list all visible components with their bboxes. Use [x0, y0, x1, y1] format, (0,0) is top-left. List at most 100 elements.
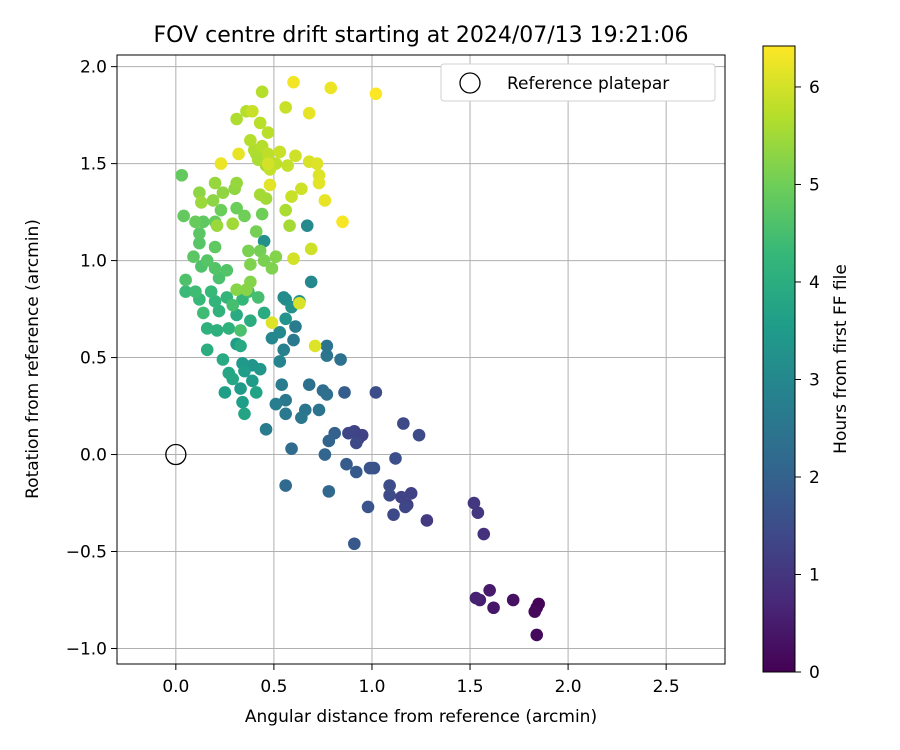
legend: Reference platepar — [440, 63, 716, 102]
data-point — [287, 75, 300, 89]
data-point — [528, 605, 542, 618]
y-tick-label: 0.0 — [80, 446, 107, 466]
data-point — [273, 326, 287, 339]
data-point — [234, 382, 247, 395]
data-point — [230, 176, 243, 190]
data-point — [320, 388, 334, 401]
data-point — [238, 407, 251, 421]
data-point — [255, 207, 269, 221]
data-point — [342, 426, 355, 440]
data-point — [304, 242, 318, 256]
data-point — [471, 506, 485, 520]
data-point — [261, 147, 275, 161]
data-point — [238, 364, 251, 378]
data-point — [395, 490, 408, 504]
data-point — [285, 190, 298, 203]
data-point — [189, 215, 202, 229]
data-point — [187, 250, 200, 264]
data-point — [349, 436, 363, 450]
data-point — [200, 322, 214, 335]
y-tick-label: −1.0 — [66, 639, 107, 659]
colorbar-tick-label: 1 — [809, 565, 820, 585]
data-point — [273, 355, 287, 368]
colorbar-ticks: 0 1 2 3 4 5 6 — [795, 78, 820, 683]
data-point — [383, 479, 396, 492]
data-point — [322, 434, 336, 448]
data-point — [487, 601, 500, 615]
data-point — [320, 349, 334, 362]
data-point — [322, 485, 336, 498]
data-point — [318, 448, 332, 461]
data-point — [269, 250, 283, 264]
data-point — [246, 104, 259, 118]
data-point — [230, 201, 243, 215]
legend-reference-marker — [459, 72, 481, 94]
data-point — [234, 339, 247, 353]
data-point — [259, 423, 273, 436]
y-tick-label: 1.0 — [80, 252, 107, 272]
y-tick-label: 1.5 — [80, 155, 107, 175]
data-point — [238, 209, 251, 223]
x-tick-label: 1.0 — [358, 677, 385, 697]
data-point — [289, 149, 302, 163]
data-point — [214, 203, 228, 217]
data-point — [349, 465, 363, 479]
axes-frame — [116, 54, 726, 665]
data-point — [412, 428, 426, 442]
data-point — [179, 285, 192, 298]
data-point — [312, 403, 326, 417]
data-point — [310, 157, 324, 170]
y-tick-label: 0.5 — [80, 349, 107, 369]
data-point — [338, 386, 351, 399]
colorbar-tick-label: 5 — [809, 175, 820, 195]
data-point — [269, 397, 283, 411]
data-point — [261, 126, 275, 139]
data-point — [226, 298, 240, 312]
data-point — [469, 591, 483, 605]
data-point — [281, 159, 294, 172]
data-point — [210, 219, 224, 232]
data-point — [244, 258, 257, 271]
data-point — [200, 254, 214, 267]
data-point — [220, 263, 234, 277]
data-point — [179, 273, 192, 287]
data-point — [318, 194, 332, 207]
data-point — [212, 304, 226, 318]
data-point — [208, 295, 222, 308]
data-point — [289, 320, 302, 333]
data-point — [397, 417, 410, 430]
y-axis-ticks: −1.0 −0.5 0.0 0.5 1.0 1.5 2.0 — [66, 58, 117, 659]
data-point — [177, 209, 190, 223]
data-point — [287, 333, 300, 347]
data-point — [265, 316, 279, 329]
data-point — [506, 593, 520, 607]
data-point — [230, 308, 243, 322]
data-point — [236, 395, 249, 409]
data-point — [279, 393, 292, 407]
data-point — [208, 262, 222, 275]
data-point — [244, 134, 257, 147]
data-point — [193, 236, 206, 250]
data-point — [467, 496, 481, 510]
x-axis-ticks: 0.0 0.5 1.0 1.5 2.0 2.5 — [162, 664, 680, 697]
data-point — [249, 386, 263, 399]
data-point — [369, 386, 383, 399]
data-point — [251, 153, 265, 167]
data-point — [348, 537, 361, 551]
data-point — [300, 219, 314, 232]
data-point — [399, 500, 412, 514]
data-point — [265, 262, 279, 275]
colorbar-tick-label: 2 — [809, 468, 820, 488]
data-point — [302, 106, 316, 120]
data-point — [218, 386, 232, 399]
data-point — [257, 234, 271, 248]
data-point — [369, 87, 383, 101]
data-point — [206, 194, 220, 207]
data-point — [240, 283, 253, 296]
data-point — [279, 203, 292, 217]
data-point — [251, 291, 265, 304]
data-point — [261, 157, 275, 170]
colorbar-label: Hours from first FF file — [831, 264, 851, 454]
data-point — [387, 508, 400, 521]
